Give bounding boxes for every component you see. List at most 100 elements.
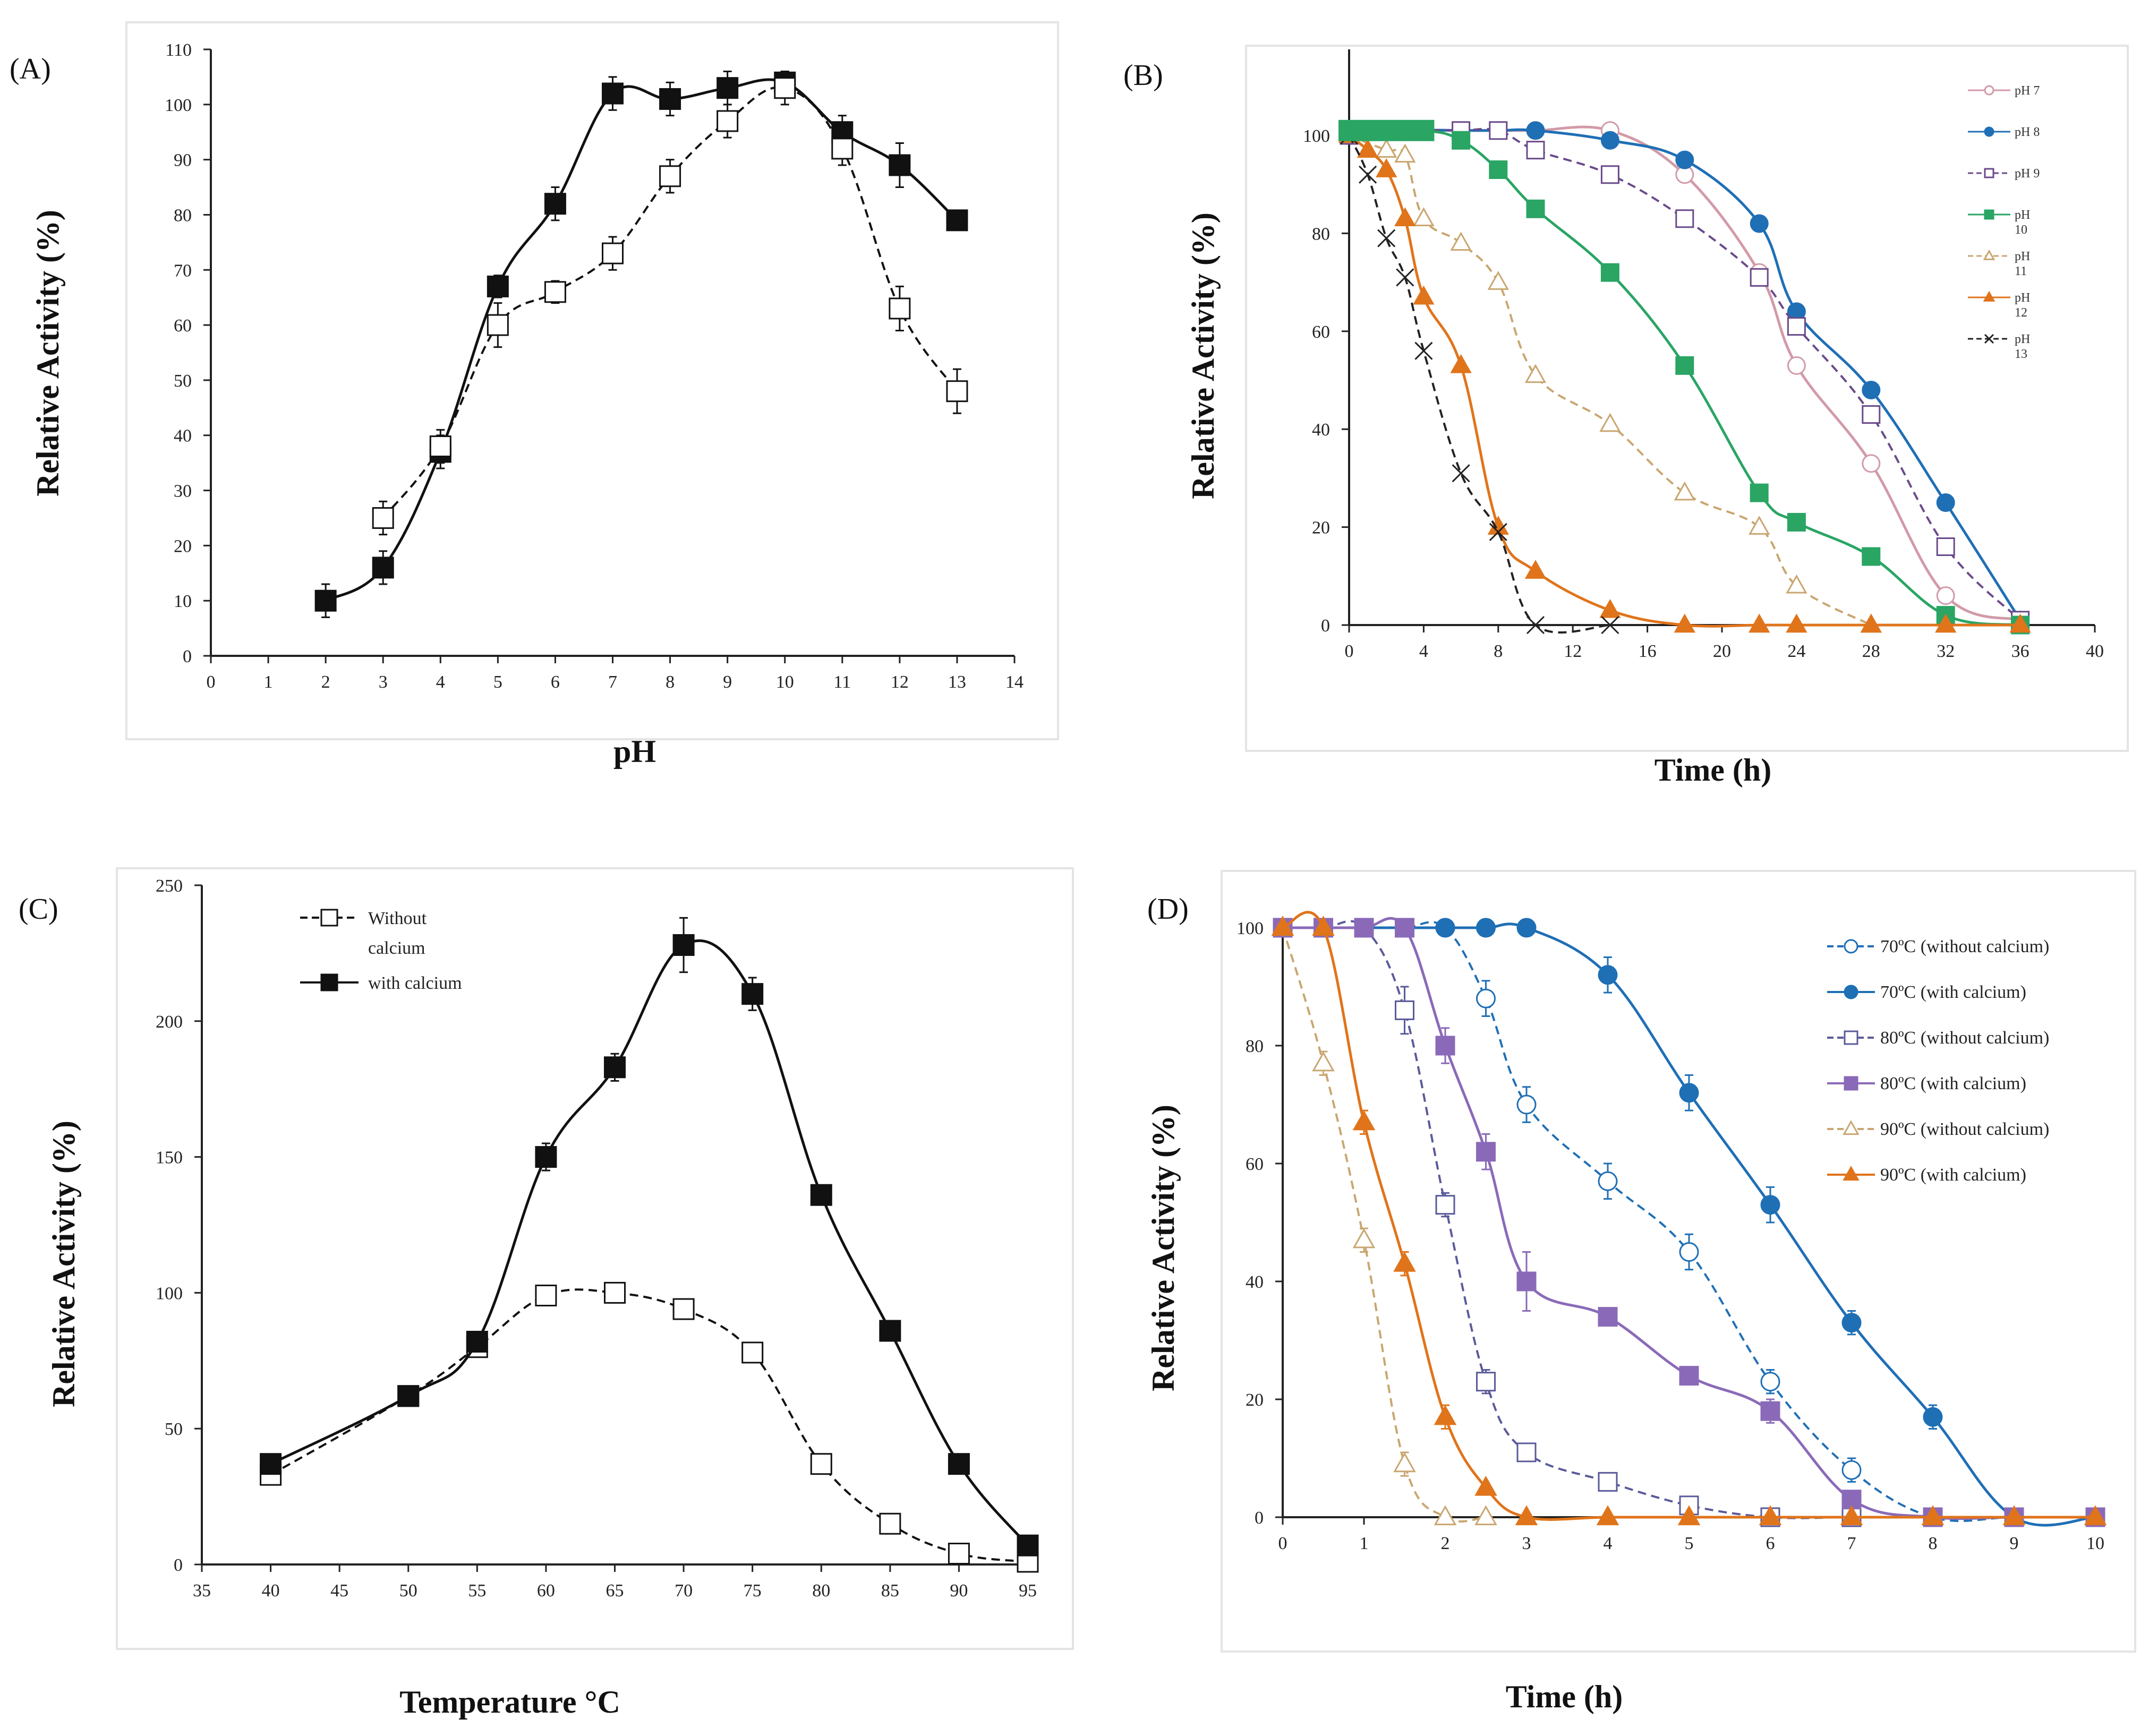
panel-c-legend: Without calcium with calcium xyxy=(300,909,462,993)
panel-b-legend-ph-10-label: 10 xyxy=(2015,223,2027,237)
panel-a-series-filled-squares xyxy=(314,71,968,618)
panel-a-y-tick-label: 90 xyxy=(174,151,192,170)
panel-b-series-ph-12 xyxy=(1338,124,2031,633)
panel-d-series-80-c-with-calcium-point xyxy=(1760,1401,1780,1421)
panel-a-series-filled-squares-point xyxy=(602,82,624,105)
panel-a-plot: 0 1 2 3 4 5 6 7 8 9 10 11 12 13 1401020304050607080901… xyxy=(165,40,1024,692)
panel-b-series-ph-9-point xyxy=(1526,141,1545,160)
panel-d-x-tick-label: 9 xyxy=(2010,1534,2019,1553)
panel-a-frame xyxy=(125,21,1059,740)
panel-b-series-ph-12-point xyxy=(1376,158,1397,177)
panel-b-series-ph-13-point xyxy=(1359,165,1377,184)
panel-b-series-ph-10-point xyxy=(1787,512,1806,532)
panel-d-series-90-c-with-calcium-point xyxy=(2002,1505,2026,1526)
panel-a-y-tick-label: 0 xyxy=(183,647,192,666)
panel-a-y-tick-label: 20 xyxy=(174,536,192,556)
panel-b-series-ph-9-point xyxy=(1936,537,1955,556)
panel-b-y-tick-label: 0 xyxy=(1321,616,1330,636)
panel-b-series-ph-12-point xyxy=(1413,285,1435,305)
panel-c-series-with-calcium-point xyxy=(741,983,764,1005)
panel-c-x-tick-label: 90 xyxy=(950,1581,968,1601)
panel-b-series-ph-10 xyxy=(1340,121,2030,635)
panel-b-series-ph-12-point xyxy=(1450,354,1472,373)
panel-a-series-open-squares-point xyxy=(429,435,451,457)
panel-b-series-ph-10-point xyxy=(1526,199,1545,218)
panel-b-series-ph-9-point xyxy=(1862,405,1881,424)
panel-d-series-80-c-with-calcium-point xyxy=(1395,918,1414,938)
panel-b-legend-ph-11-label: 11 xyxy=(2015,264,2027,278)
panel-c: (C) 35 40 45 50 55 60 65 70 75 80 85 90 95 0 50 100 150 2… xyxy=(19,876,1039,1720)
panel-a-x-tick-label: 0 xyxy=(207,672,216,692)
panel-b-series-ph-7 xyxy=(1340,121,2030,630)
panel-a-series-open-squares-point xyxy=(487,314,509,336)
panel-d-legend-70-c-without-calcium-marker xyxy=(1844,939,1858,954)
panel-c-x-tick-label: 60 xyxy=(537,1581,555,1601)
panel-c-plot: 35 40 45 50 55 60 65 70 75 80 85 90 95 0 50 100 150 200 25… xyxy=(156,876,1039,1601)
panel-d-label: (D) xyxy=(1147,893,1189,926)
panel-c-series-with-calcium-point xyxy=(466,1330,488,1353)
panel-b-series-ph-11-point xyxy=(1749,516,1770,535)
panel-b-legend-ph-8-label: pH 8 xyxy=(2015,125,2040,139)
panel-c-series-without-calcium-point xyxy=(672,1298,695,1320)
panel-d-legend-80-c-with-calcium-label: 80ºC (with calcium) xyxy=(1880,1074,2026,1093)
panel-d-series-90-c-without-calcium-point xyxy=(1312,1051,1335,1072)
panel-d-legend-90-c-with-calcium-label: 90ºC (with calcium) xyxy=(1880,1165,2026,1185)
panel-c-y-tick-label: 250 xyxy=(156,876,183,896)
panel-b-series-ph-12-point xyxy=(1749,613,1770,633)
panel-b-series-ph-10-point xyxy=(1675,356,1694,375)
panel-b-series-ph-11-point xyxy=(1674,481,1695,501)
panel-c-x-tick-label: 75 xyxy=(744,1581,762,1601)
panel-b-legend-ph-13-label: 13 xyxy=(2015,347,2027,361)
panel-a-series-open-squares-point xyxy=(659,165,681,187)
panel-d-series-90-c-without-calcium-line xyxy=(1282,927,1486,1523)
panel-d-series-80-c-with-calcium-point xyxy=(1435,1036,1455,1056)
panel-c-series-without-calcium-point xyxy=(604,1281,626,1304)
panel-b-legend-ph-12-label: 12 xyxy=(2015,306,2027,320)
panel-c-x-tick-label: 70 xyxy=(675,1581,693,1601)
panel-d-series-90-c-with-calcium-point xyxy=(1393,1252,1416,1272)
panel-b-series-ph-8-point xyxy=(1600,131,1619,150)
panel-c-x-tick-label: 55 xyxy=(468,1581,486,1601)
panel-d-x-tick-label: 5 xyxy=(1685,1534,1694,1553)
panel-a-y-tick-label: 70 xyxy=(174,261,192,280)
panel-c-series-with-calcium-point xyxy=(604,1056,626,1079)
panel-b-legend-ph-12-marker xyxy=(1983,290,1996,302)
panel-d-series-70-c-with-calcium-point xyxy=(1841,1313,1862,1333)
panel-c-series-without-calcium-line xyxy=(270,1288,1028,1563)
panel-c-frame xyxy=(116,867,1074,1650)
panel-a-series-filled-squares-point xyxy=(544,193,566,215)
panel-a-x-tick-label: 2 xyxy=(321,672,330,692)
panel-b-series-ph-10-point xyxy=(1600,263,1619,282)
panel-b-series-ph-12-point xyxy=(1524,560,1547,579)
panel-c-series-with-calcium-point xyxy=(948,1453,970,1475)
panel-a-series-open-squares-point xyxy=(831,138,854,160)
panel-b-x-tick-label: 4 xyxy=(1419,642,1428,661)
panel-d-series-80-c-with-calcium-point xyxy=(1516,1271,1537,1292)
panel-c-series-with-calcium-point xyxy=(1017,1534,1039,1557)
panel-b-x-tick-label: 20 xyxy=(1713,642,1731,661)
panel-b-series-ph-13-point xyxy=(1489,523,1507,541)
panel-b-series-ph-12-point xyxy=(2009,613,2031,633)
panel-d-x-tick-label: 3 xyxy=(1522,1534,1531,1553)
panel-a-series-open-squares-point xyxy=(544,281,566,303)
panel-c-series-with-calcium-point xyxy=(672,934,695,956)
panel-a-series-filled-squares-point xyxy=(946,209,968,232)
panel-a-series-filled-squares-point xyxy=(659,88,681,110)
panel-a-x-tick-label: 14 xyxy=(1005,672,1024,692)
panel-d-x-tick-label: 6 xyxy=(1766,1534,1775,1553)
panel-d-series-70-c-with-calcium-point xyxy=(1476,918,1496,938)
panel-b-series-ph-12-point xyxy=(1935,613,1957,633)
panel-d-legend-70-c-without-calcium-label: 70ºC (without calcium) xyxy=(1880,937,2049,956)
panel-c-series-with-calcium-point xyxy=(810,1184,832,1206)
panel-d-series-80-c-with-calcium-point xyxy=(1679,1366,1699,1386)
panel-b-series-ph-11-point xyxy=(1394,143,1416,163)
panel-b-series-ph-9-point xyxy=(1489,121,1508,140)
panel-a-series-filled-squares-line xyxy=(325,78,958,602)
panel-c-x-tick-label: 65 xyxy=(606,1581,624,1601)
panel-c-series-without-calcium-point xyxy=(741,1341,764,1364)
panel-b-legend-ph-10-marker xyxy=(1984,209,1994,220)
panel-b-series-ph-9-point xyxy=(1787,317,1806,336)
panel-d-series-90-c-without-calcium-point xyxy=(1393,1452,1416,1473)
